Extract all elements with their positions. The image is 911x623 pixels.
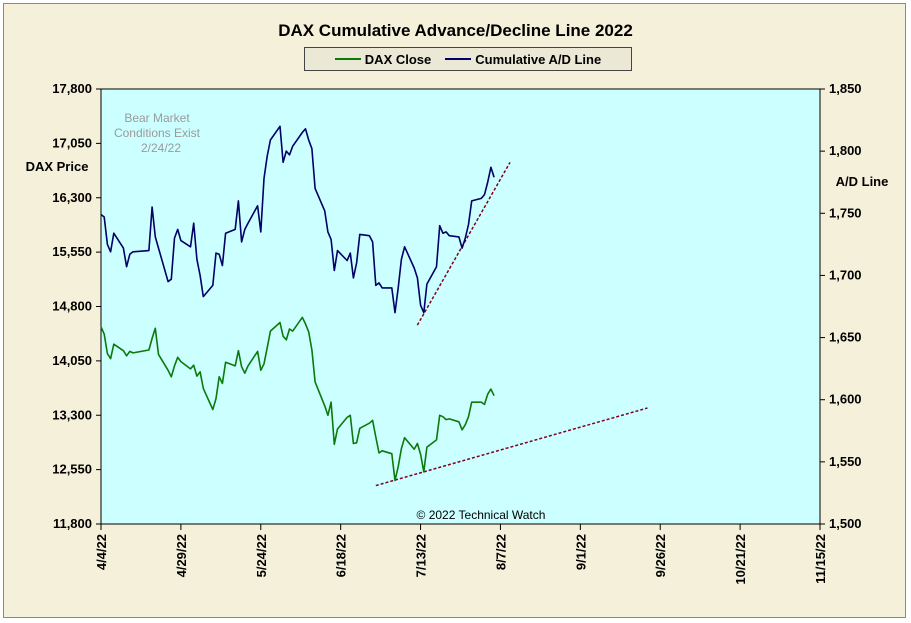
x-tick-label: 7/13/22	[414, 534, 429, 577]
series-line-dax-close	[100, 316, 495, 482]
x-tick-label: 5/24/22	[254, 534, 269, 577]
y-right-tick-label: 1,750	[829, 205, 862, 220]
x-tick-label: 6/18/22	[334, 534, 349, 577]
legend-item-ad-line: Cumulative A/D Line	[445, 52, 601, 67]
y-right-tick-label: 1,700	[829, 267, 862, 282]
y-left-tick-label: 16,300	[52, 190, 92, 205]
y-right-tick-label: 1,800	[829, 143, 862, 158]
y-axis-left-label: DAX Price	[26, 159, 89, 174]
bear-market-note-line: Conditions Exist	[114, 126, 201, 140]
legend: DAX Close Cumulative A/D Line	[304, 47, 632, 71]
legend-label-ad-line: Cumulative A/D Line	[475, 51, 602, 67]
trendline-1	[416, 161, 511, 326]
y-right-tick-label: 1,650	[829, 330, 862, 345]
y-axis-right-label: A/D Line	[836, 174, 889, 189]
y-left-tick-label: 12,550	[52, 462, 92, 477]
trendline-2	[375, 407, 648, 487]
x-tick-label: 4/4/22	[94, 534, 109, 570]
y-right-tick-label: 1,600	[829, 392, 862, 407]
x-tick-label: 9/1/22	[573, 534, 588, 570]
y-left-tick-label: 14,800	[52, 299, 92, 314]
x-tick-label: 11/15/22	[813, 534, 828, 584]
legend-swatch-dax-close	[334, 58, 361, 60]
y-right-tick-label: 1,850	[829, 81, 862, 96]
legend-swatch-ad-line	[445, 58, 472, 60]
trendlines	[375, 161, 648, 487]
y-left-tick-label: 17,050	[52, 135, 92, 150]
chart-title: DAX Cumulative Advance/Decline Line 2022	[278, 21, 633, 40]
bear-market-note-line: 2/24/22	[141, 141, 181, 155]
axes: 11,800 12,550 13,300 14,050 14,800 15,550 16,3…	[52, 81, 861, 585]
series-line-ad-line	[100, 125, 495, 314]
plot-area	[101, 89, 820, 524]
x-tick-label: 10/21/22	[733, 534, 748, 585]
x-tick-label: 4/29/22	[174, 534, 189, 577]
y-left-tick-label: 15,550	[52, 244, 92, 259]
y-left-tick-label: 14,050	[52, 353, 92, 368]
bear-market-note-line: Bear Market	[124, 111, 190, 125]
legend-item-dax-close: DAX Close	[334, 51, 432, 67]
y-right-tick-label: 1,500	[829, 516, 862, 531]
copyright-note: © 2022 Technical Watch	[417, 508, 546, 522]
x-tick-label: 9/26/22	[653, 534, 668, 577]
y-left-tick-label: 13,300	[52, 407, 92, 422]
y-left-tick-label: 11,800	[53, 516, 92, 531]
x-tick-label: 8/7/22	[493, 534, 508, 570]
legend-label-dax-close: DAX Close	[364, 51, 432, 67]
y-right-tick-label: 1,550	[829, 454, 862, 469]
series-lines	[100, 125, 495, 482]
y-left-tick-label: 17,800	[52, 81, 92, 96]
